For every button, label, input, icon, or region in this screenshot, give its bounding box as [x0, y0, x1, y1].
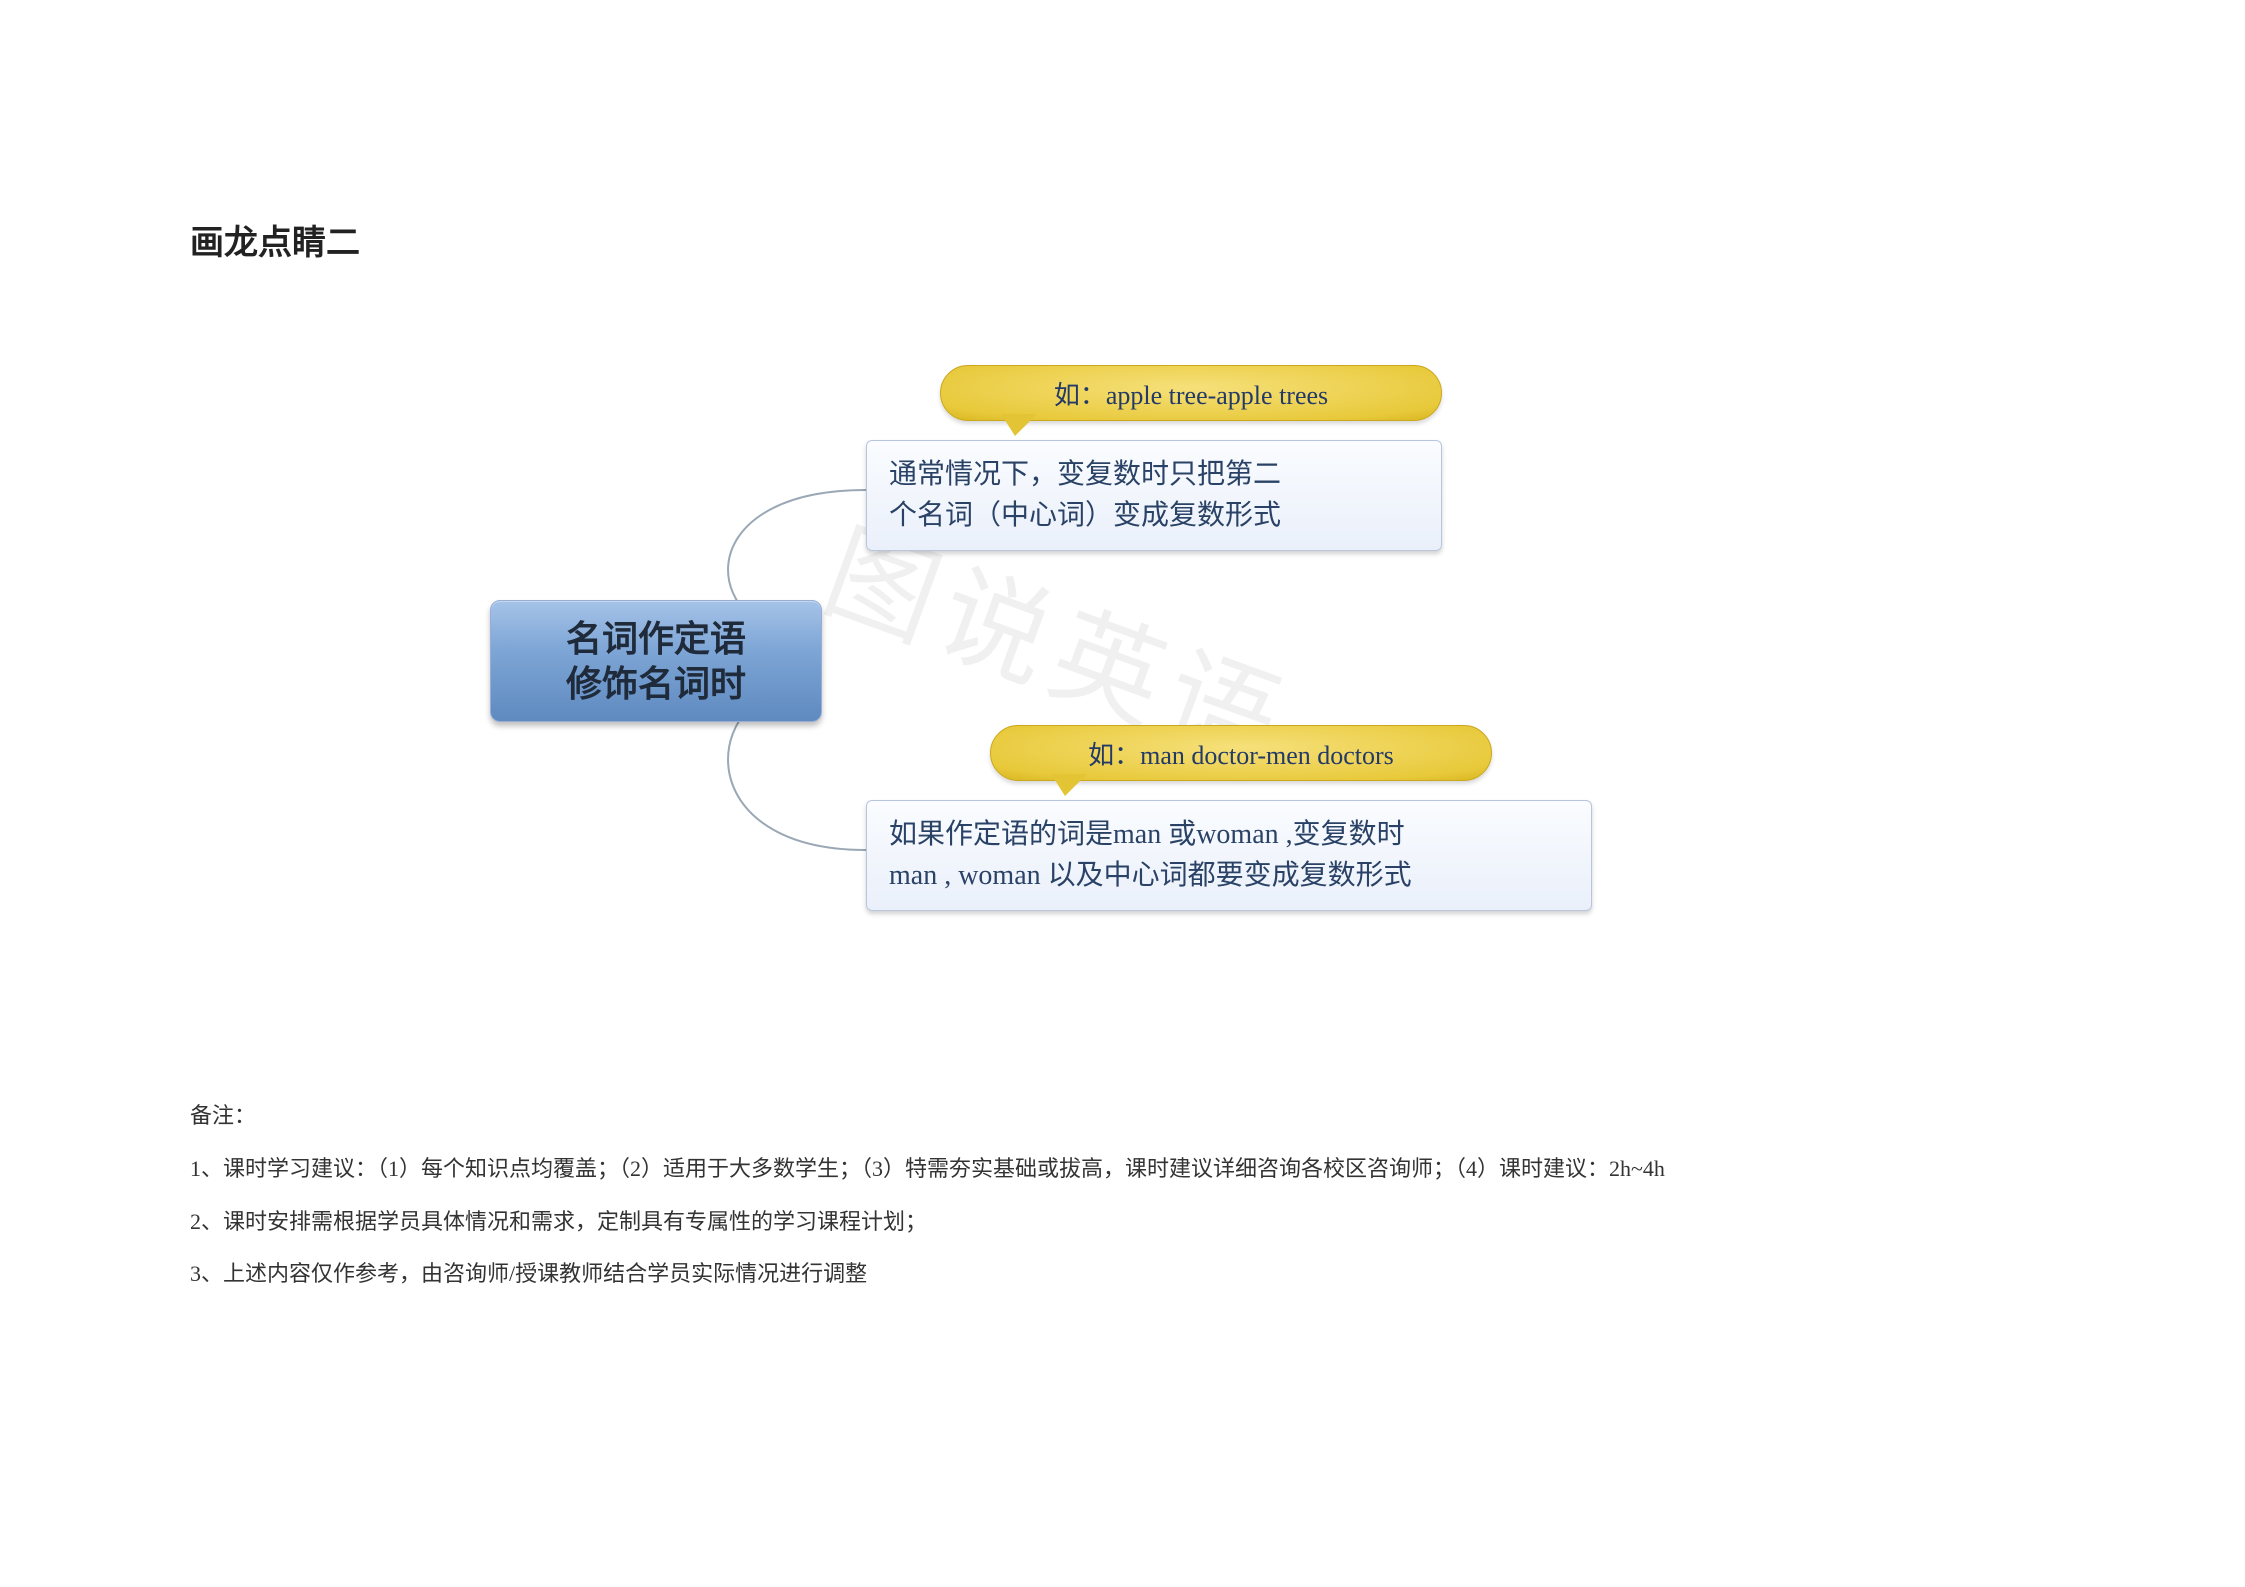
footnotes: 备注： 1、课时学习建议：（1）每个知识点均覆盖；（2）适用于大多数学生；（3）… [190, 1090, 1665, 1301]
callout-top-text: 如：apple tree-apple trees [1054, 375, 1328, 412]
footnotes-heading: 备注： [190, 1090, 1665, 1143]
footnote-item-1: 1、课时学习建议：（1）每个知识点均覆盖；（2）适用于大多数学生；（3）特需夯实… [190, 1143, 1665, 1196]
branch-box-top: 通常情况下，变复数时只把第二 个名词（中心词）变成复数形式 [866, 440, 1442, 551]
center-node-line1: 名词作定语 [566, 616, 746, 661]
branch-bottom-line1: 如果作定语的词是man 或woman ,变复数时 [889, 815, 1569, 856]
branch-bottom-line2: man , woman 以及中心词都要变成复数形式 [889, 856, 1569, 897]
callout-bottom-text: 如：man doctor-men doctors [1088, 735, 1394, 772]
callout-top: 如：apple tree-apple trees [940, 365, 1442, 421]
footnote-item-2: 2、课时安排需根据学员具体情况和需求，定制具有专属性的学习课程计划； [190, 1196, 1665, 1249]
branch-top-line1: 通常情况下，变复数时只把第二 [889, 455, 1419, 496]
branch-box-bottom: 如果作定语的词是man 或woman ,变复数时 man , woman 以及中… [866, 800, 1592, 911]
branch-top-line2: 个名词（中心词）变成复数形式 [889, 496, 1419, 537]
footnote-item-3: 3、上述内容仅作参考，由咨询师/授课教师结合学员实际情况进行调整 [190, 1248, 1665, 1301]
center-node: 名词作定语 修饰名词时 [490, 600, 822, 722]
callout-bottom: 如：man doctor-men doctors [990, 725, 1492, 781]
page-title: 画龙点睛二 [190, 215, 360, 264]
center-node-line2: 修饰名词时 [566, 661, 746, 706]
